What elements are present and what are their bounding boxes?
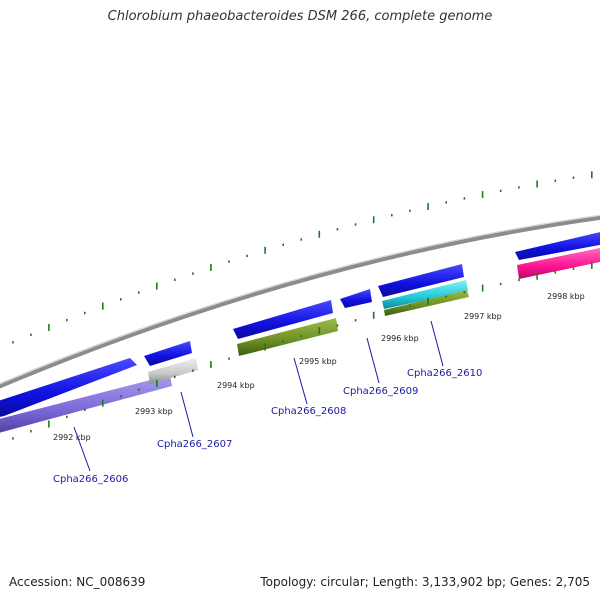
position-labels: 2992 kbp 2993 kbp 2994 kbp 2995 kbp 2996… [53, 292, 585, 442]
gene-block-cpha266-2607[interactable] [148, 358, 198, 384]
gene-arrow-forward[interactable] [0, 358, 137, 418]
leader-line [73, 426, 91, 472]
gene-block-cpha266-2608[interactable] [237, 318, 338, 356]
gene-arrow-forward[interactable] [515, 231, 600, 260]
gene-label-cpha266-2609[interactable]: Cpha266_2609 [343, 386, 418, 397]
gene-block-olive-small[interactable] [384, 290, 469, 316]
gene-arrow-forward[interactable] [233, 300, 333, 339]
leader-line [366, 337, 380, 384]
gene-label-cpha266-2610[interactable]: Cpha266_2610 [407, 368, 482, 379]
leader-line [180, 391, 194, 438]
gene-label-cpha266-2608[interactable]: Cpha266_2608 [271, 406, 346, 417]
leader-line [293, 357, 308, 405]
gene-arrow-forward[interactable] [144, 341, 192, 366]
genome-backbone-highlight [0, 214, 600, 385]
gene-labels: Cpha266_2606 Cpha266_2607 Cpha266_2608 C… [53, 368, 482, 485]
outer-tick-ring [12, 171, 593, 344]
kbp-label: 2992 kbp [53, 433, 91, 442]
inner-tick-ring [12, 261, 593, 440]
genome-backbone [0, 214, 600, 389]
gene-leader-lines [73, 320, 444, 472]
kbp-label: 2995 kbp [299, 357, 337, 366]
kbp-label: 2994 kbp [217, 381, 255, 390]
forward-strand-genes [0, 231, 600, 418]
colored-genes [0, 247, 600, 434]
gene-arrow-forward[interactable] [340, 289, 372, 308]
kbp-label: 2997 kbp [464, 312, 502, 321]
gene-label-cpha266-2606[interactable]: Cpha266_2606 [53, 474, 128, 485]
gene-block-cpha266-2610[interactable] [382, 280, 468, 309]
accession-text: Accession: NC_008639 [9, 575, 146, 589]
gene-block-cpha266-2606[interactable] [0, 375, 172, 434]
kbp-label: 2993 kbp [135, 407, 173, 416]
leader-line [430, 320, 444, 367]
gene-block-pink[interactable] [517, 247, 600, 279]
gene-arrow-forward[interactable] [378, 264, 464, 297]
gene-label-cpha266-2607[interactable]: Cpha266_2607 [157, 439, 232, 450]
kbp-label: 2998 kbp [547, 292, 585, 301]
genome-summary-text: Topology: circular; Length: 3,133,902 bp… [260, 575, 590, 589]
genome-title: Chlorobium phaeobacteroides DSM 266, com… [107, 9, 493, 24]
kbp-label: 2996 kbp [381, 334, 419, 343]
